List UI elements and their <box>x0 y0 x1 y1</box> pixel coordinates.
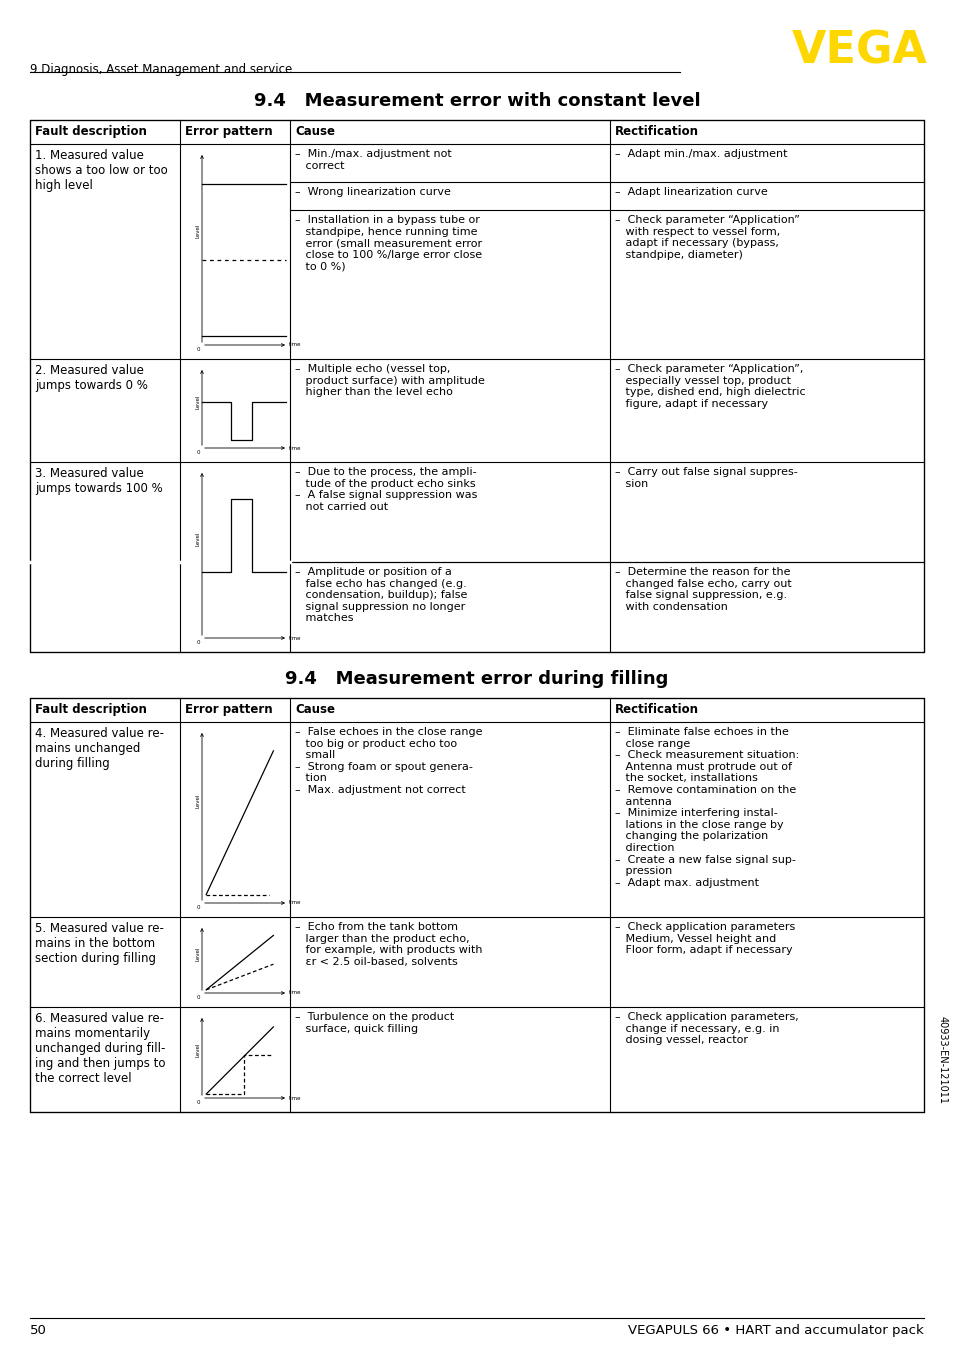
Text: time: time <box>289 991 301 995</box>
Text: –  Adapt linearization curve: – Adapt linearization curve <box>615 187 767 196</box>
Text: 1. Measured value
shows a too low or too
high level: 1. Measured value shows a too low or too… <box>35 149 168 192</box>
Text: Fault description: Fault description <box>35 703 147 716</box>
Text: Rectification: Rectification <box>615 703 699 716</box>
Text: –  Eliminate false echoes in the
   close range
–  Check measurement situation:
: – Eliminate false echoes in the close ra… <box>615 727 799 888</box>
Text: –  Min./max. adjustment not
   correct: – Min./max. adjustment not correct <box>294 149 452 171</box>
Text: Error pattern: Error pattern <box>185 703 273 716</box>
Text: Cause: Cause <box>294 703 335 716</box>
Text: 0: 0 <box>196 640 200 645</box>
Text: time: time <box>289 635 301 640</box>
Text: –  Installation in a bypass tube or
   standpipe, hence running time
   error (s: – Installation in a bypass tube or stand… <box>294 215 481 271</box>
Text: 9.4   Measurement error during filling: 9.4 Measurement error during filling <box>285 670 668 688</box>
Text: Level: Level <box>195 946 201 961</box>
Text: time: time <box>289 1095 301 1101</box>
Bar <box>30 699 923 1112</box>
Text: 0: 0 <box>196 995 200 1001</box>
Text: Error pattern: Error pattern <box>185 125 273 138</box>
Text: time: time <box>289 343 301 348</box>
Text: 3. Measured value
jumps towards 100 %: 3. Measured value jumps towards 100 % <box>35 467 163 496</box>
Text: 6. Measured value re-
mains momentarily
unchanged during fill-
ing and then jump: 6. Measured value re- mains momentarily … <box>35 1011 165 1085</box>
Text: Level: Level <box>195 1043 201 1057</box>
Text: –  Multiple echo (vessel top,
   product surface) with amplitude
   higher than : – Multiple echo (vessel top, product sur… <box>294 364 484 397</box>
Text: 2. Measured value
jumps towards 0 %: 2. Measured value jumps towards 0 % <box>35 364 148 393</box>
Text: Cause: Cause <box>294 125 335 138</box>
Text: 0: 0 <box>196 347 200 352</box>
Text: 40933-EN-121011: 40933-EN-121011 <box>937 1016 947 1104</box>
Text: –  Check parameter “Application”
   with respect to vessel form,
   adapt if nec: – Check parameter “Application” with res… <box>615 215 799 260</box>
Bar <box>30 121 923 653</box>
Text: 0: 0 <box>196 1099 200 1105</box>
Text: 50: 50 <box>30 1324 47 1336</box>
Text: Fault description: Fault description <box>35 125 147 138</box>
Text: –  Determine the reason for the
   changed false echo, carry out
   false signal: – Determine the reason for the changed f… <box>615 567 791 612</box>
Text: time: time <box>289 900 301 906</box>
Text: –  Check parameter “Application”,
   especially vessel top, product
   type, dis: – Check parameter “Application”, especia… <box>615 364 804 409</box>
Text: Level: Level <box>195 223 201 238</box>
Text: 0: 0 <box>196 450 200 455</box>
Text: –  Due to the process, the ampli-
   tude of the product echo sinks
–  A false s: – Due to the process, the ampli- tude of… <box>294 467 476 512</box>
Text: time: time <box>289 445 301 451</box>
Text: Level: Level <box>195 532 201 547</box>
Text: VEGAPULS 66 • HART and accumulator pack: VEGAPULS 66 • HART and accumulator pack <box>628 1324 923 1336</box>
Text: –  Check application parameters
   Medium, Vessel height and
   Floor form, adap: – Check application parameters Medium, V… <box>615 922 795 955</box>
Text: Level: Level <box>195 793 201 808</box>
Text: –  Wrong linearization curve: – Wrong linearization curve <box>294 187 451 196</box>
Text: Level: Level <box>195 394 201 409</box>
Text: –  Check application parameters,
   change if necessary, e.g. in
   dosing vesse: – Check application parameters, change i… <box>615 1011 798 1045</box>
Text: 9.4   Measurement error with constant level: 9.4 Measurement error with constant leve… <box>253 92 700 110</box>
Text: –  False echoes in the close range
   too big or product echo too
   small
–  St: – False echoes in the close range too bi… <box>294 727 482 795</box>
Text: –  Echo from the tank bottom
   larger than the product echo,
   for example, wi: – Echo from the tank bottom larger than … <box>294 922 482 967</box>
Text: 5. Measured value re-
mains in the bottom
section during filling: 5. Measured value re- mains in the botto… <box>35 922 164 965</box>
Text: –  Turbulence on the product
   surface, quick filling: – Turbulence on the product surface, qui… <box>294 1011 454 1033</box>
Text: 9 Diagnosis, Asset Management and service: 9 Diagnosis, Asset Management and servic… <box>30 64 292 76</box>
Text: –  Adapt min./max. adjustment: – Adapt min./max. adjustment <box>615 149 786 158</box>
Text: 0: 0 <box>196 904 200 910</box>
Text: Rectification: Rectification <box>615 125 699 138</box>
Text: –  Carry out false signal suppres-
   sion: – Carry out false signal suppres- sion <box>615 467 797 489</box>
Text: VEGA: VEGA <box>791 30 927 73</box>
Text: –  Amplitude or position of a
   false echo has changed (e.g.
   condensation, b: – Amplitude or position of a false echo … <box>294 567 467 623</box>
Text: 4. Measured value re-
mains unchanged
during filling: 4. Measured value re- mains unchanged du… <box>35 727 164 770</box>
